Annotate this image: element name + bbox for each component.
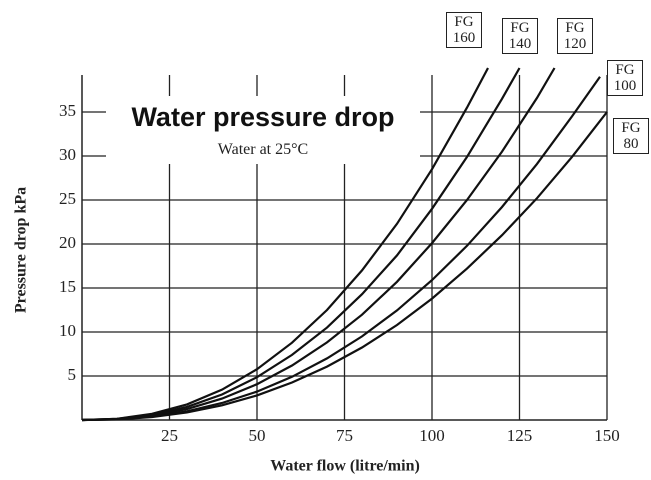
y-tick-label: 5	[68, 365, 77, 384]
y-tick-label: 15	[59, 277, 76, 296]
x-tick-label: 150	[594, 426, 620, 445]
y-tick-label: 25	[59, 189, 76, 208]
legend-label: FG 140	[502, 18, 538, 54]
y-tick-label: 30	[59, 145, 76, 164]
y-tick-label: 20	[59, 233, 76, 252]
y-tick-label: 35	[59, 101, 76, 120]
x-tick-label: 100	[419, 426, 445, 445]
x-tick-label: 125	[507, 426, 533, 445]
y-axis-label: Pressure drop kPa	[13, 187, 30, 313]
line	[81, 67, 556, 422]
title-box: Water pressure drop Water at 25°C	[106, 96, 420, 164]
legend-label: FG 100	[607, 60, 643, 96]
y-tick-label: 10	[59, 321, 76, 340]
x-tick-label: 25	[161, 426, 178, 445]
x-tick-label: 75	[336, 426, 353, 445]
x-tick-label: 50	[249, 426, 266, 445]
chart-subtitle: Water at 25°C	[217, 141, 309, 158]
line	[81, 111, 608, 422]
legend-label: FG 160	[446, 12, 482, 48]
x-axis-label: Water flow (litre/min)	[270, 458, 420, 475]
chart-title: Water pressure drop	[131, 102, 395, 132]
legend-label: FG 80	[613, 118, 649, 154]
legend-label: FG 120	[557, 18, 593, 54]
